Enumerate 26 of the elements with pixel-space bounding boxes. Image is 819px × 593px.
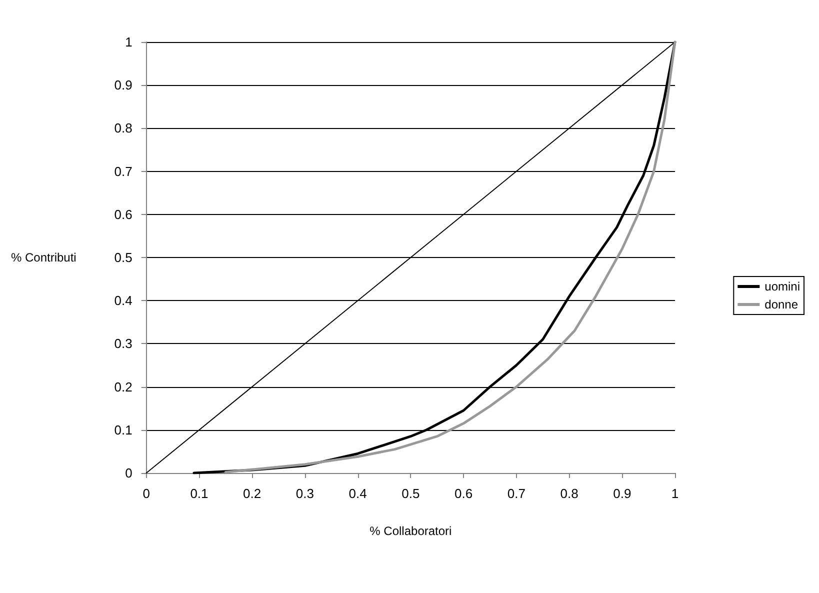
x-tick-label: 0.8 (560, 486, 578, 501)
x-tick-label: 0.1 (190, 486, 208, 501)
y-tick-label: 0.4 (114, 293, 132, 308)
y-tick-label: 0.3 (114, 336, 132, 352)
x-tick-label: 0.2 (243, 486, 262, 501)
x-tick-label: 1 (671, 486, 679, 501)
x-tick-label: 0.9 (613, 486, 632, 501)
y-axis-title: % Contributi (10, 250, 76, 264)
legend-label: uomini (764, 280, 800, 294)
y-tick-label: 0.7 (114, 164, 132, 179)
y-tick-label: 1 (125, 34, 132, 50)
y-tick-label: 0.2 (114, 379, 132, 394)
y-tick-label: 0.8 (114, 120, 132, 136)
x-tick-label: 0.7 (507, 486, 526, 501)
x-axis-title: % Collaboratori (370, 524, 452, 538)
y-tick-label: 0.1 (114, 422, 132, 438)
y-tick-label: 0 (125, 466, 132, 480)
x-tick-label: 0.4 (348, 486, 367, 501)
y-tick-label: 0.9 (114, 78, 132, 93)
x-tick-label: 0 (142, 486, 150, 501)
x-tick-label: 0.5 (402, 486, 420, 501)
y-tick-label: 0.6 (114, 206, 132, 222)
x-tick-label: 0.6 (454, 486, 473, 501)
y-tick-label: 0.5 (114, 250, 132, 265)
legend-label: donne (764, 298, 798, 312)
x-tick-label: 0.3 (296, 486, 314, 501)
